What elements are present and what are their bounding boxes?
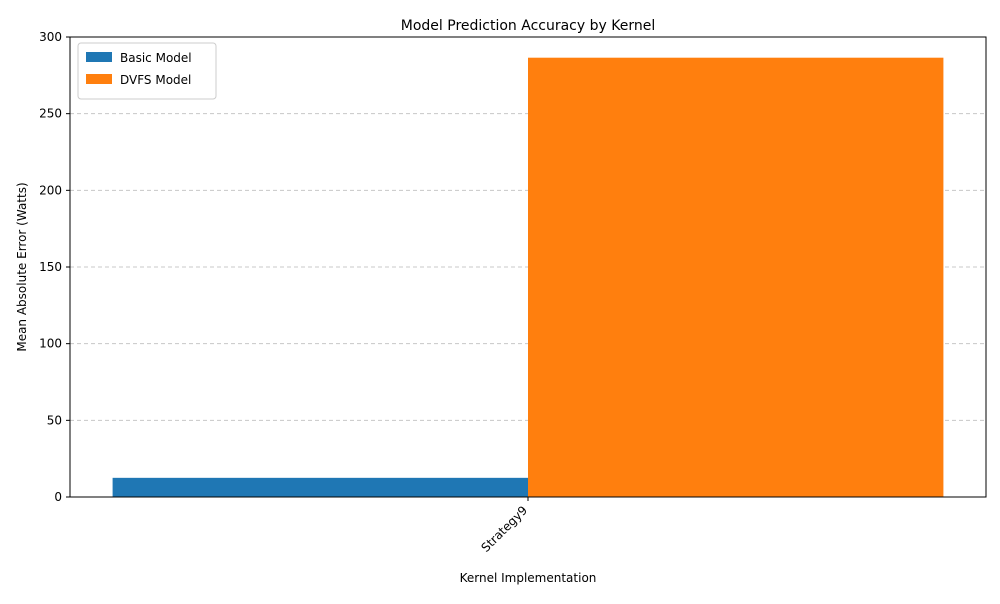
legend-swatch <box>86 52 112 62</box>
x-axis-ticks: Strategy9 <box>478 497 530 555</box>
y-tick-label: 200 <box>39 183 62 197</box>
y-tick-label: 150 <box>39 260 62 274</box>
bars: Basic Model: 12.5DVFS Model: 286.5 <box>112 57 944 497</box>
legend: Basic Model DVFS Model <box>77 42 217 100</box>
legend-label: DVFS Model <box>120 73 191 87</box>
y-axis-label: Mean Absolute Error (Watts) <box>15 182 29 351</box>
chart-title: Model Prediction Accuracy by Kernel <box>401 18 655 34</box>
bar-dvfs-model: DVFS Model: 286.5 <box>528 57 944 497</box>
x-axis-label: Kernel Implementation <box>460 571 597 585</box>
x-tick-label: Strategy9 <box>478 503 530 555</box>
bar-basic-model: Basic Model: 12.5 <box>112 477 529 497</box>
y-tick-label: 0 <box>54 490 62 504</box>
legend-swatch <box>86 74 112 84</box>
legend-box <box>77 42 217 100</box>
y-tick-label: 300 <box>39 30 62 44</box>
y-axis-ticks: 0 50 100 150 200 250 300 <box>39 30 70 504</box>
y-tick-label: 50 <box>47 413 62 427</box>
legend-label: Basic Model <box>120 51 192 65</box>
y-tick-label: 100 <box>39 337 62 351</box>
y-tick-label: 250 <box>39 107 62 121</box>
